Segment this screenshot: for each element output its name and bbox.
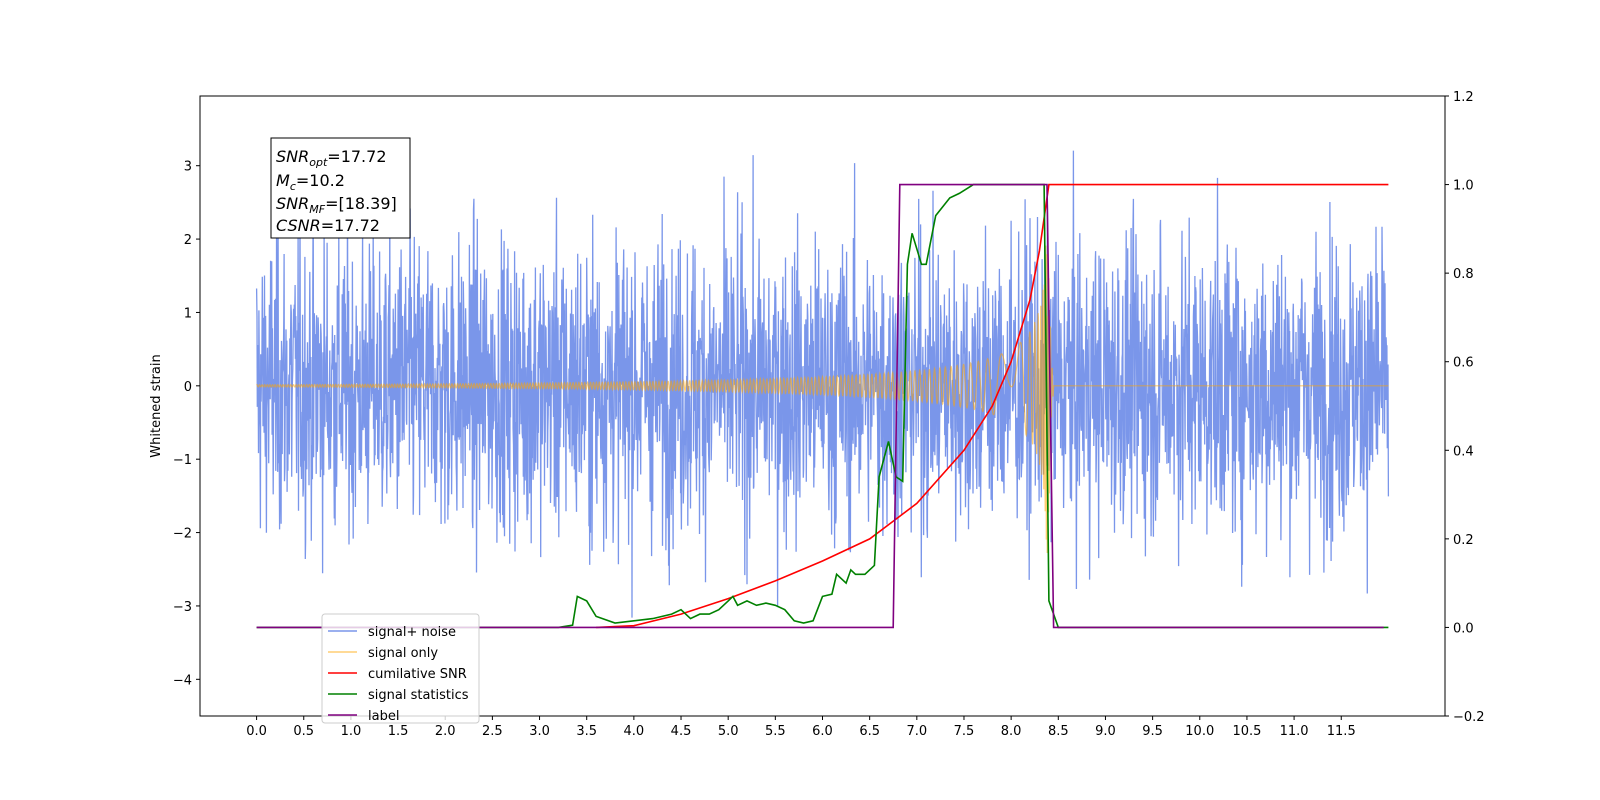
x-tick-label: 0.0 xyxy=(246,724,267,739)
x-tick-label: 1.5 xyxy=(388,724,409,739)
x-tick-label: 11.5 xyxy=(1327,724,1356,739)
legend-label: signal statistics xyxy=(368,688,469,703)
y-tick-label: 0 xyxy=(184,380,192,395)
x-tick-label: 4.0 xyxy=(624,724,645,739)
y-tick-label: −4 xyxy=(173,673,192,688)
y2-tick-label: 0.4 xyxy=(1453,444,1474,459)
x-tick-label: 7.0 xyxy=(906,724,927,739)
x-tick-label: 1.0 xyxy=(341,724,362,739)
csnr-value: =17.72 xyxy=(321,216,380,235)
y2-tick-label: 0.0 xyxy=(1453,621,1474,636)
legend: signal+ noise signal only cumilative SNR si… xyxy=(321,613,480,724)
y-tick-label: −3 xyxy=(173,600,192,615)
legend-label: signal+ noise xyxy=(368,625,456,640)
legend-label: label xyxy=(368,709,399,724)
y2-tick-label: 0.2 xyxy=(1453,533,1474,548)
mc-value: =10.2 xyxy=(296,171,345,190)
y2-tick-label: 1.0 xyxy=(1453,179,1474,194)
y2-tick-label: 0.8 xyxy=(1453,267,1474,282)
snr-mf-value: =[18.39] xyxy=(325,194,397,213)
svg-text:CSNR=17.72: CSNR=17.72 xyxy=(276,216,380,235)
x-tick-label: 8.5 xyxy=(1048,724,1069,739)
y-tick-label: 2 xyxy=(184,233,192,248)
x-tick-label: 5.0 xyxy=(718,724,739,739)
stats-annotation: SNRopt=17.72 Mc=10.2 SNRMF=[18.39] CSNR=… xyxy=(270,137,411,239)
y-axis-label: Whitened strain xyxy=(149,354,164,457)
svg-text:SNRopt=17.72: SNRopt=17.72 xyxy=(276,147,387,169)
svg-text:SNRMF=[18.39]: SNRMF=[18.39] xyxy=(276,194,397,216)
x-tick-label: 8.0 xyxy=(1001,724,1022,739)
legend-label: cumilative SNR xyxy=(368,667,467,682)
y-tick-label: −2 xyxy=(173,527,192,542)
x-tick-label: 10.5 xyxy=(1232,724,1261,739)
x-tick-label: 4.5 xyxy=(671,724,692,739)
series-label xyxy=(256,183,1384,629)
x-tick-label: 2.5 xyxy=(482,724,503,739)
x-tick-label: 9.5 xyxy=(1142,724,1163,739)
x-tick-label: 6.0 xyxy=(812,724,833,739)
snr-opt-value: =17.72 xyxy=(327,147,386,166)
series-signal-only xyxy=(256,245,1389,554)
y-tick-label: 1 xyxy=(184,306,192,321)
x-tick-label: 7.5 xyxy=(954,724,975,739)
svg-text:Mc=10.2: Mc=10.2 xyxy=(276,171,345,193)
x-tick-label: 10.0 xyxy=(1185,724,1214,739)
x-tick-label: 3.0 xyxy=(529,724,550,739)
x-tick-label: 9.0 xyxy=(1095,724,1116,739)
y2-tick-label: 1.2 xyxy=(1453,90,1474,105)
y2-tick-label: −0.2 xyxy=(1453,710,1485,725)
x-tick-label: 2.0 xyxy=(435,724,456,739)
legend-label: signal only xyxy=(368,646,438,661)
series-signal-statistics xyxy=(256,183,1389,629)
y-tick-label: 3 xyxy=(184,160,192,175)
y2-tick-label: 0.6 xyxy=(1453,356,1474,371)
series-signal-noise xyxy=(255,150,1390,618)
y-tick-label: −1 xyxy=(173,453,192,468)
x-tick-label: 6.5 xyxy=(859,724,880,739)
x-tick-label: 11.0 xyxy=(1280,724,1309,739)
x-tick-label: 0.5 xyxy=(293,724,314,739)
x-tick-label: 3.5 xyxy=(576,724,597,739)
x-tick-label: 5.5 xyxy=(765,724,786,739)
